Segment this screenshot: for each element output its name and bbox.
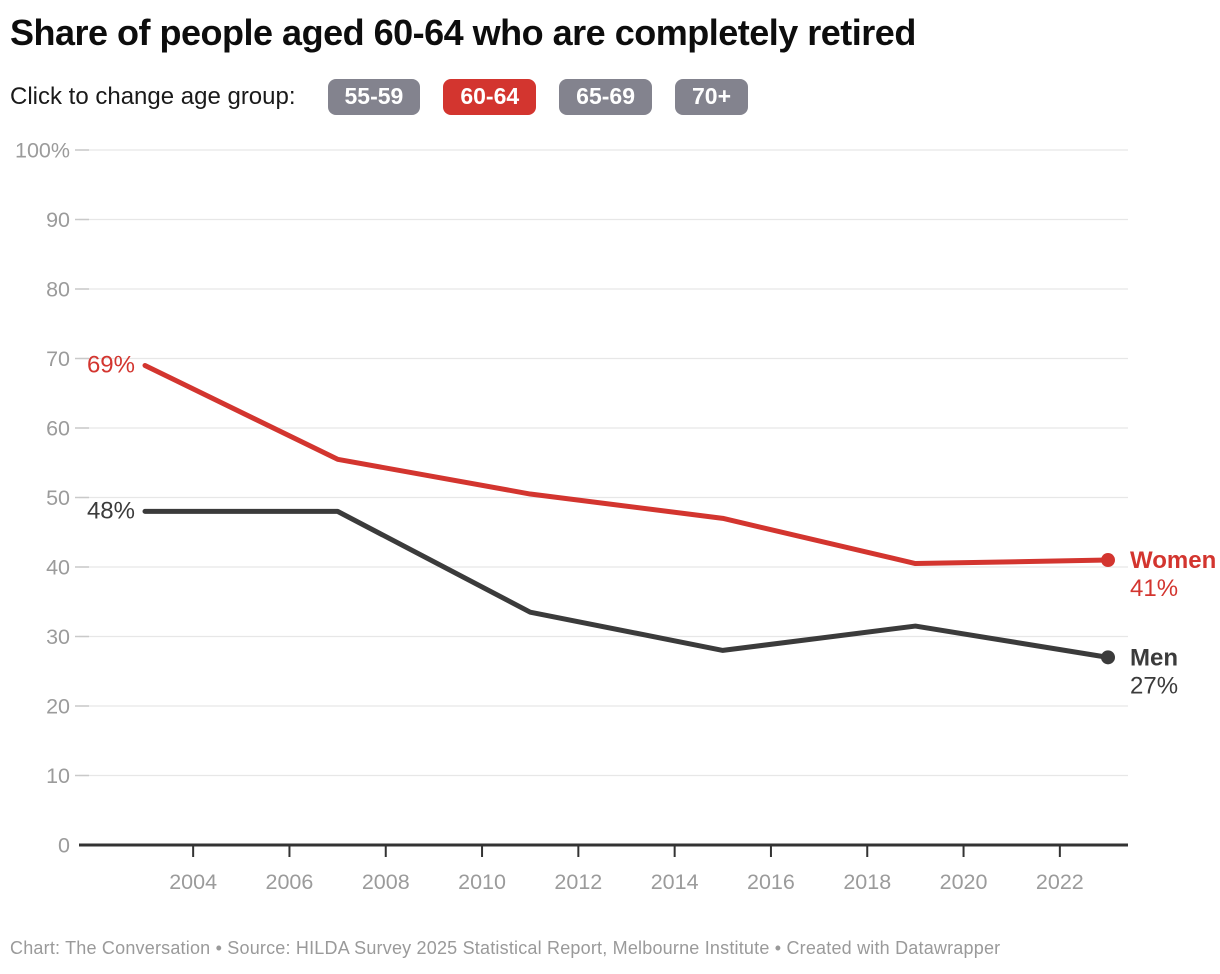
y-tick-label: 40 [46, 556, 70, 580]
x-tick-label: 2016 [747, 870, 795, 894]
x-tick-label: 2008 [362, 870, 410, 894]
x-tick-label: 2006 [266, 870, 314, 894]
y-tick-label: 20 [46, 695, 70, 719]
y-tick-label: 50 [46, 486, 70, 510]
women-start-value-label: 69% [87, 351, 135, 378]
x-tick-label: 2022 [1036, 870, 1084, 894]
y-tick-label: 10 [46, 764, 70, 788]
y-tick-label: 70 [46, 347, 70, 371]
y-tick-label: 60 [46, 417, 70, 441]
age-button-65-69[interactable]: 65-69 [559, 79, 652, 115]
men-end-dot [1101, 650, 1115, 665]
women-line [142, 362, 1111, 567]
women-end-value-label: 41% [1130, 575, 1178, 602]
age-group-prompt: Click to change age group: [10, 83, 296, 110]
women-end-dot [1101, 553, 1115, 568]
women-series-label: Women [1130, 547, 1216, 574]
age-button-60-64[interactable]: 60-64 [443, 79, 537, 115]
retirement-line-chart: 0 10 20 30 40 50 60 70 80 90 100% 2004 2006 2008 2010 2… [0, 130, 1220, 920]
chart-source-footer: Chart: The Conversation • Source: HILDA … [10, 938, 1001, 958]
x-tick-label: 2010 [458, 870, 506, 894]
age-group-button-row: 55-59 60-64 65-69 70+ [327, 79, 749, 115]
x-tick-label: 2014 [651, 870, 699, 894]
x-tick-label: 2012 [554, 870, 602, 894]
age-group-controls: Click to change age group: 55-59 60-64 65-… [10, 78, 749, 116]
x-tick-label: 2020 [940, 870, 988, 894]
men-end-value-label: 27% [1130, 672, 1178, 699]
page-title: Share of people aged 60-64 who are compl… [10, 12, 916, 53]
y-tick-label: 100% [15, 139, 70, 163]
x-tick-label: 2004 [169, 870, 217, 894]
y-tick-label: 30 [46, 625, 70, 649]
men-line [142, 508, 1111, 660]
age-button-55-59[interactable]: 55-59 [327, 79, 421, 115]
y-tick-label: 90 [46, 208, 70, 232]
men-series-label: Men [1130, 644, 1178, 671]
men-start-value-label: 48% [87, 497, 135, 524]
age-button-70+[interactable]: 70+ [675, 79, 749, 115]
line-chart-canvas: 0 10 20 30 40 50 60 70 80 90 100% 2004 2006 2008 2010 2… [15, 139, 1216, 895]
x-tick-label: 2018 [843, 870, 891, 894]
y-tick-label: 0 [58, 834, 70, 858]
y-tick-label: 80 [46, 278, 70, 302]
